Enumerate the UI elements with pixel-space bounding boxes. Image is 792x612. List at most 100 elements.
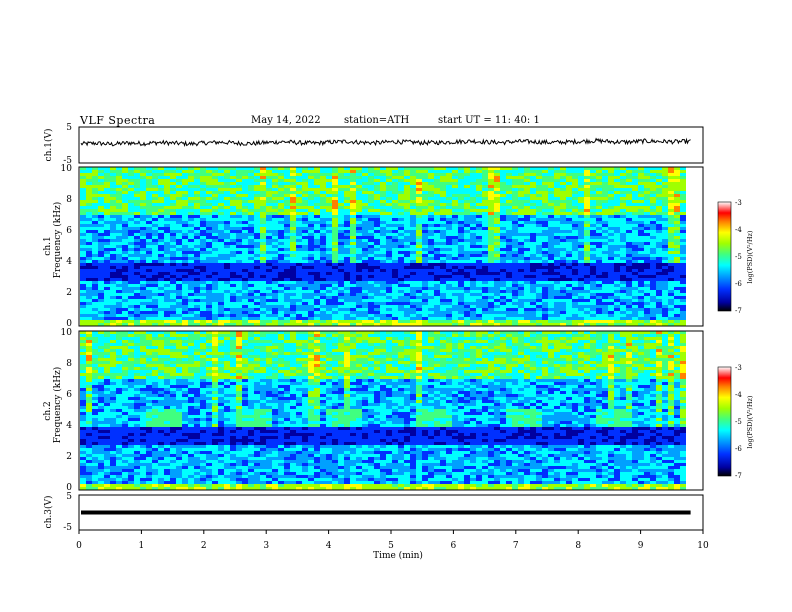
- spec1-cell-3055: [230, 257, 236, 260]
- spec1-cell-473: [494, 179, 500, 182]
- spec1-cell-2888: [440, 251, 446, 254]
- spec1-cell-1829: [146, 221, 152, 224]
- spec1-cell-1165: [404, 200, 410, 203]
- spec1-cell-3175: [344, 260, 350, 263]
- spec1-cell-2364: [326, 236, 332, 239]
- spec1-cell-4600: [410, 302, 416, 305]
- spec1-cell-4744: [668, 305, 674, 308]
- spec1-cell-3332: [680, 263, 686, 266]
- spec1-cell-2946: [182, 254, 188, 257]
- spec1-cell-2334: [146, 236, 152, 239]
- spec1-cell-2440: [176, 239, 182, 242]
- spec1-cell-3754: [182, 278, 188, 281]
- spec1-cell-396: [638, 176, 644, 179]
- spec1-cell-1187: [536, 200, 542, 203]
- spec1-cell-3397: [464, 266, 470, 269]
- spec1-cell-2565: [320, 242, 326, 245]
- spec1-cell-3958: [194, 284, 200, 287]
- spec1-cell-1548: [278, 212, 284, 215]
- spec1-cell-764: [422, 188, 428, 191]
- spec1-cell-4884: [296, 311, 302, 314]
- spec1-cell-1508: [644, 209, 650, 212]
- spec1-cell-4910: [452, 311, 458, 314]
- spec1-cell-3363: [260, 266, 266, 269]
- spec1-cell-2747: [200, 248, 206, 251]
- spec1-cell-3495: [446, 269, 452, 272]
- spec1-cell-3932: [644, 281, 650, 284]
- spec1-cell-1502: [608, 209, 614, 212]
- spec1-cell-309: [116, 176, 122, 179]
- spec1-cell-4255: [158, 293, 164, 296]
- spec1-cell-218: [176, 173, 182, 176]
- spec1-cell-4041: [86, 287, 92, 290]
- spec1-cell-2850: [212, 251, 218, 254]
- spec1-cell-1398: [590, 206, 596, 209]
- spec1-cell-3605: [500, 272, 506, 275]
- spec1-cell-2464: [320, 239, 326, 242]
- spec1-cell-3621: [596, 272, 602, 275]
- spec1-cell-4031: [632, 284, 638, 287]
- spec1-cell-4283: [326, 293, 332, 296]
- spec1-cell-302: [680, 173, 686, 176]
- spec1-cell-4848: [80, 311, 86, 314]
- spec1-cell-2897: [494, 251, 500, 254]
- spec1-cell-4903: [410, 311, 416, 314]
- spec1-cell-3277: [350, 263, 356, 266]
- spec1-cell-1148: [302, 200, 308, 203]
- spec1-cell-187: [596, 170, 602, 173]
- spec1-cell-766: [434, 188, 440, 191]
- spec1-cell-1068: [428, 197, 434, 200]
- spec1-cell-1041: [266, 197, 272, 200]
- spec1-cell-1521: [116, 212, 122, 215]
- spec1-cell-422: [188, 179, 194, 182]
- spec1-cell-2996: [482, 254, 488, 257]
- spec1-cell-4594: [374, 302, 380, 305]
- spec1-cell-260: [428, 173, 434, 176]
- spec1-cell-548: [338, 182, 344, 185]
- spec1-cell-3961: [212, 284, 218, 287]
- spec1-cell-4167: [236, 290, 242, 293]
- spec1-cell-624: [188, 185, 194, 188]
- spec1-cell-587: [572, 182, 578, 185]
- spec1-cell-2112: [632, 227, 638, 230]
- spec1-cell-1222: [140, 203, 146, 206]
- spec1-cell-938: [254, 194, 260, 197]
- spec1-cell-3140: [134, 260, 140, 263]
- spec1-cell-585: [560, 182, 566, 185]
- spec1-cell-1910: [632, 221, 638, 224]
- spec1-cell-3304: [512, 263, 518, 266]
- spec1-cell-499: [650, 179, 656, 182]
- spec1-cell-733: [236, 188, 242, 191]
- spec1-cell-832: [224, 191, 230, 194]
- spec1-cell-1132: [206, 200, 212, 203]
- spec1-cell-1613: [668, 212, 674, 215]
- spec1-cell-15: [170, 167, 176, 170]
- spec1-cell-4650: [104, 305, 110, 308]
- spec1-cell-4303: [446, 293, 452, 296]
- spec1-cell-4758: [146, 308, 152, 311]
- spec1-cell-1125: [164, 200, 170, 203]
- spec1-cell-477: [518, 179, 524, 182]
- spec1-cell-2262: [320, 233, 326, 236]
- spec1-cell-2022: [92, 227, 98, 230]
- spec1-cell-299: [662, 173, 668, 176]
- spec1-cell-3942: [98, 284, 104, 287]
- spec1-cell-3717: [566, 275, 572, 278]
- spec1-cell-1505: [626, 209, 632, 212]
- spec1-cell-1441: [242, 209, 248, 212]
- spec1-cell-1708: [632, 215, 638, 218]
- spec1-cell-1608: [638, 212, 644, 215]
- spec1-cell-2322: [680, 233, 686, 236]
- spec1-cell-4127: [602, 287, 608, 290]
- spec1-cell-2594: [494, 242, 500, 245]
- spec1-cell-4359: [176, 296, 182, 299]
- spec1-cell-1634: [188, 215, 194, 218]
- spec1-cell-3370: [302, 266, 308, 269]
- spec1-cell-4274: [272, 293, 278, 296]
- spec1-cell-4955: [116, 314, 122, 317]
- spec1-cell-4799: [392, 308, 398, 311]
- spec1-cell-254: [392, 173, 398, 176]
- spec1-cell-338: [290, 176, 296, 179]
- spec1-cell-4272: [260, 293, 266, 296]
- spec1-cell-1839: [206, 221, 212, 224]
